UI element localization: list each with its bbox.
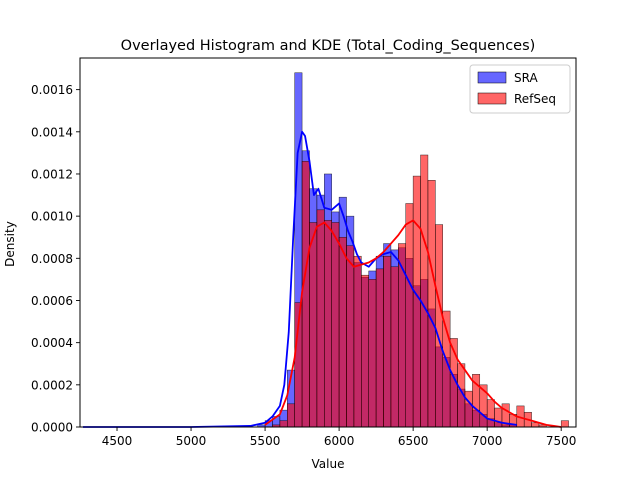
histogram-bar-refseq — [531, 422, 540, 428]
y-tick-label: 0.0002 — [31, 378, 73, 392]
histogram-bar-refseq — [420, 154, 429, 428]
histogram-bar-refseq — [353, 255, 362, 428]
y-tick-label: 0.0008 — [31, 252, 73, 266]
legend: SRA RefSeq — [469, 64, 571, 114]
chart-title: Overlayed Histogram and KDE (Total_Codin… — [121, 38, 536, 54]
y-tick-label: 0.0014 — [31, 125, 73, 139]
histogram-bar-refseq — [309, 222, 318, 428]
y-tick-label: 0.0000 — [31, 421, 73, 435]
histogram-bar-refseq — [279, 420, 288, 428]
x-tick-label: 6000 — [324, 434, 355, 448]
histogram-bar-refseq — [301, 161, 310, 428]
y-tick-label: 0.0006 — [31, 294, 73, 308]
histogram-bar-refseq — [464, 390, 473, 428]
histogram-bar-refseq — [287, 403, 295, 428]
x-tick-label: 5500 — [250, 434, 281, 448]
legend-label-sra: SRA — [514, 71, 538, 85]
legend-swatch-refseq — [477, 92, 507, 105]
y-tick-label: 0.0016 — [31, 83, 73, 97]
x-tick-label: 7000 — [472, 434, 503, 448]
histogram-bar-refseq — [486, 399, 495, 428]
histogram-bar-refseq — [560, 420, 569, 428]
x-tick-label: 4500 — [102, 434, 133, 448]
histogram-bar-refseq — [368, 279, 377, 428]
histogram-bar-refseq — [405, 203, 414, 428]
kde-line-refseq — [264, 219, 562, 428]
histogram-bar-refseq — [361, 274, 369, 428]
series-refseq-bars — [272, 154, 569, 428]
histogram-bar-refseq — [494, 407, 503, 428]
histogram-bar-refseq — [383, 255, 392, 428]
kde-line-sra — [82, 130, 517, 428]
legend-swatch-sra — [477, 71, 507, 84]
histogram-bar-refseq — [316, 209, 325, 428]
y-axis-label: Density — [3, 221, 17, 267]
x-tick-label: 7500 — [546, 434, 577, 448]
y-tick-label: 0.0004 — [31, 336, 73, 350]
x-tick-label: 5000 — [176, 434, 207, 448]
histogram-bar-refseq — [324, 220, 332, 428]
x-tick-label: 6500 — [398, 434, 429, 448]
legend-label-refseq: RefSeq — [514, 92, 556, 106]
histogram-bar-refseq — [427, 180, 436, 428]
histogram-bar-refseq — [346, 245, 355, 428]
histogram-bar-refseq — [375, 268, 384, 428]
histogram-bar-refseq — [338, 236, 347, 428]
histogram-bar-refseq — [412, 175, 421, 428]
x-axis-label: Value — [312, 457, 345, 471]
histogram-bar-refseq — [331, 222, 340, 428]
y-tick-label: 0.0010 — [31, 210, 73, 224]
axes-frame — [79, 57, 577, 428]
axes: 4500 5000 5500 6000 6500 7000 7500 0.0000 0.0002… — [31, 57, 577, 448]
y-tick-label: 0.0012 — [31, 167, 73, 181]
histogram-bar-refseq — [390, 266, 399, 428]
histogram-bar-refseq — [435, 224, 443, 428]
